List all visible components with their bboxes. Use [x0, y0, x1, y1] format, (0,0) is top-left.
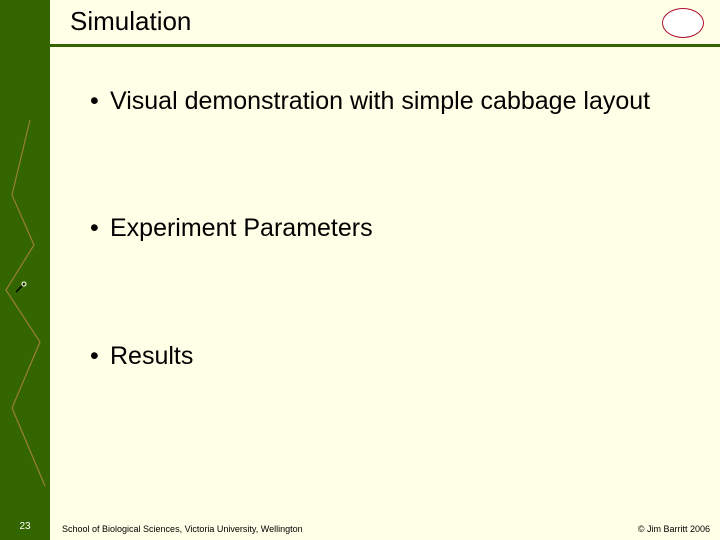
body-area: •Visual demonstration with simple cabbag…	[50, 62, 720, 514]
bullet-item: •Results	[90, 341, 700, 372]
slide-title: Simulation	[70, 6, 191, 36]
wand-icon	[14, 280, 28, 299]
content-area: Simulation •Visual demonstration with si…	[50, 0, 720, 540]
bullet-item: •Experiment Parameters	[90, 213, 700, 244]
bullet-marker: •	[90, 341, 110, 372]
page-number: 23	[0, 521, 50, 532]
footer-affiliation: School of Biological Sciences, Victoria …	[62, 524, 303, 534]
bullet-marker: •	[90, 213, 110, 244]
bullet-item: •Visual demonstration with simple cabbag…	[90, 86, 700, 117]
bullet-text: Visual demonstration with simple cabbage…	[110, 86, 700, 117]
zigzag-decoration	[0, 0, 50, 540]
title-underline	[50, 44, 720, 47]
footer: School of Biological Sciences, Victoria …	[50, 514, 720, 540]
university-logo	[662, 8, 704, 38]
footer-copyright: © Jim Barritt 2006	[638, 524, 710, 534]
bullet-text: Experiment Parameters	[110, 213, 700, 244]
bullet-text: Results	[110, 341, 700, 372]
slide: 23 Simulation •Visual demonstration with…	[0, 0, 720, 540]
sidebar: 23	[0, 0, 50, 540]
title-area: Simulation	[50, 0, 720, 44]
bullet-marker: •	[90, 86, 110, 117]
